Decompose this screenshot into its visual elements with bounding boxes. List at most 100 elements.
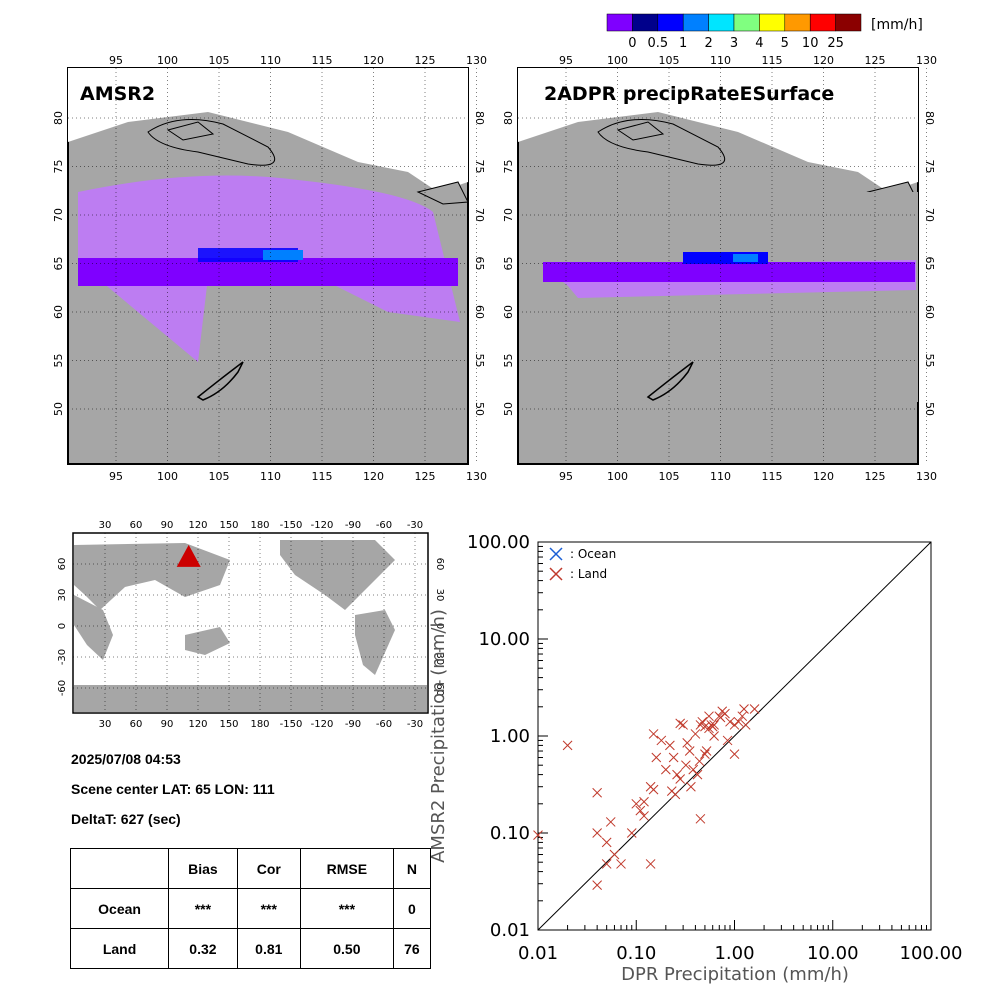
lon-tick-label: -60 — [376, 719, 392, 730]
lon-tick-label: 30 — [99, 719, 112, 730]
colorbar-label: 4 — [755, 36, 763, 50]
x-tick-label: 10.00 — [807, 943, 859, 964]
x-tick-label: 0.01 — [518, 943, 558, 964]
lat-tick-label: 65 — [502, 257, 515, 271]
lon-tick-label: -90 — [345, 719, 361, 730]
scatter-point — [715, 712, 726, 723]
scatter-point — [740, 720, 751, 730]
lon-tick-label: 110 — [710, 54, 731, 67]
colorbar-label: 25 — [827, 36, 844, 50]
scatter-point — [749, 704, 760, 714]
scatter-point — [694, 756, 705, 767]
scatter-point — [729, 749, 740, 760]
colorbar: 0 0.5 1 2 3 4 5 10 25 [mm/h] — [606, 13, 923, 50]
lon-tick-label: -120 — [311, 719, 334, 730]
scatter-point — [686, 781, 696, 792]
dpr-map: 2ADPR precipRateESurface 95 95 100 100 105 10… — [502, 54, 937, 483]
scatter-point — [605, 817, 616, 827]
lon-tick-label: 90 — [161, 719, 174, 730]
y-tick-label: 1.00 — [490, 726, 530, 747]
reference-line — [537, 541, 932, 931]
lon-tick-label: 115 — [312, 54, 333, 67]
scatter-point — [631, 798, 642, 809]
lat-tick-label: 55 — [502, 354, 515, 368]
lon-tick-label: 95 — [109, 470, 123, 483]
lon-tick-label: 150 — [219, 719, 238, 730]
lat-tick-label: 60 — [473, 305, 486, 319]
scatter-point — [733, 716, 744, 727]
peninsula-shape — [416, 181, 469, 205]
lon-tick-label: -150 — [280, 719, 303, 730]
x-axis-label: DPR Precipitation (mm/h) — [621, 964, 849, 985]
lon-tick-label: -120 — [311, 520, 334, 531]
lat-tick-label: 60 — [502, 305, 515, 319]
scatter-point — [648, 784, 659, 795]
lon-tick-label: 100 — [607, 470, 628, 483]
lon-tick-label: 125 — [865, 54, 886, 67]
lat-tick-label: -30 — [434, 649, 445, 665]
lon-tick-label: 110 — [260, 54, 281, 67]
colorbar-cell — [733, 13, 760, 32]
precip-band — [543, 262, 915, 282]
scatter-point — [601, 837, 612, 848]
table-cell: Ocean — [69, 888, 170, 929]
australia-shape — [185, 627, 230, 655]
lat-tick-label: 70 — [52, 208, 65, 222]
scatter-point — [729, 720, 740, 730]
scatter-point — [695, 813, 706, 824]
lat-tick-label: 75 — [473, 160, 486, 174]
colorbar-unit: [mm/h] — [871, 17, 923, 33]
table-row: Ocean *** *** *** 0 — [69, 888, 432, 929]
lat-tick-label: 50 — [52, 402, 65, 416]
table-cell: 0.32 — [168, 928, 238, 969]
y-tick-label: 10.00 — [478, 629, 530, 650]
table-cell: 0 — [392, 888, 432, 929]
table-cell: *** — [299, 888, 394, 929]
table-header-cell: RMSE — [299, 848, 394, 889]
scatter-point — [692, 769, 703, 780]
island-shape — [166, 121, 215, 141]
y-tick-label: 0.10 — [490, 823, 530, 844]
colorbar-label: 0 — [628, 36, 636, 50]
africa-shape — [74, 595, 113, 660]
lat-tick-label: 80 — [52, 111, 65, 125]
lat-tick-label: 60 — [434, 558, 445, 571]
y-tick-label: 0.01 — [490, 920, 530, 941]
scatter-point — [639, 811, 649, 821]
lat-tick-label: -30 — [57, 649, 68, 665]
lon-tick-label: 120 — [188, 719, 207, 730]
scatter-point — [665, 740, 675, 751]
lon-tick-label: 120 — [188, 520, 207, 531]
scatter-point — [648, 729, 659, 739]
scatter-point — [609, 849, 620, 860]
lat-tick-label: -60 — [434, 680, 445, 696]
legend-marker — [549, 567, 563, 581]
scatter-point — [668, 752, 679, 763]
scene-center: Scene center LAT: 65 LON: 111 — [71, 781, 275, 797]
lon-tick-label: 130 — [916, 470, 937, 483]
precip-peak — [263, 250, 303, 260]
lon-tick-label: 105 — [659, 54, 680, 67]
precip-peak — [733, 254, 758, 262]
lat-tick-label: 55 — [473, 354, 486, 368]
lat-tick-label: 55 — [923, 354, 936, 368]
lat-tick-label: 50 — [502, 402, 515, 416]
lat-tick-label: 75 — [502, 160, 515, 174]
lake-outline — [646, 361, 694, 401]
x-tick-label: 0.10 — [616, 943, 656, 964]
lon-tick-label: 95 — [559, 470, 573, 483]
scatter-point — [592, 880, 603, 891]
lat-tick-label: 60 — [52, 305, 65, 319]
scatter-point — [639, 796, 649, 807]
scatter-point — [709, 720, 719, 730]
scatter-point — [722, 735, 733, 746]
legend-marker — [549, 547, 563, 561]
map-title: 2ADPR precipRateESurface — [544, 83, 834, 105]
scene-datetime: 2025/07/08 04:53 — [71, 751, 181, 767]
colorbar-cell — [759, 13, 786, 32]
lon-tick-label: -150 — [280, 520, 303, 531]
scatter-point — [592, 787, 603, 798]
lat-tick-label: 60 — [923, 305, 936, 319]
lat-tick-label: 80 — [502, 111, 515, 125]
scatter-point — [709, 731, 719, 741]
